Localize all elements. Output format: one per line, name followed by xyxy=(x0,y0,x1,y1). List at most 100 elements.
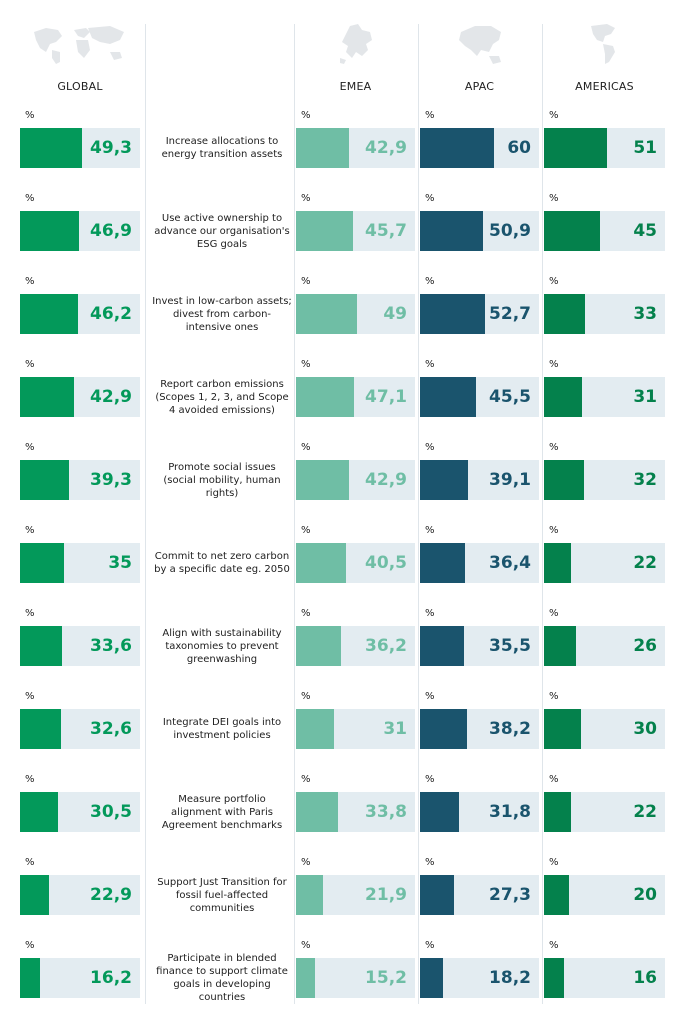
bar-americas xyxy=(544,958,564,998)
bar-americas xyxy=(544,128,607,168)
bar-apac xyxy=(420,626,464,666)
data-label: 16,2 xyxy=(90,968,132,988)
data-label: 50,9 xyxy=(489,221,531,241)
category-label: Align with sustainability taxonomies to … xyxy=(162,627,282,665)
divider xyxy=(294,24,295,1004)
bar-apac xyxy=(420,958,443,998)
unit-label: % xyxy=(301,525,311,536)
data-label: 16 xyxy=(633,968,657,988)
category-label: Increase allocations to energy transitio… xyxy=(161,136,283,160)
data-label: 26 xyxy=(633,636,657,656)
bar-track xyxy=(544,958,665,998)
data-label: 51 xyxy=(633,138,657,158)
data-label: 38,2 xyxy=(489,719,531,739)
unit-label: % xyxy=(25,691,35,702)
data-label: 30,5 xyxy=(90,802,132,822)
europe-map-icon xyxy=(336,22,376,66)
data-label: 27,3 xyxy=(489,885,531,905)
data-label: 21,9 xyxy=(365,885,407,905)
unit-label: % xyxy=(425,691,435,702)
bar-emea xyxy=(296,294,357,334)
bar-emea xyxy=(296,377,354,417)
unit-label: % xyxy=(549,442,559,453)
bar-global xyxy=(20,377,74,417)
bar-americas xyxy=(544,211,600,251)
data-label: 42,9 xyxy=(90,387,132,407)
data-label: 40,5 xyxy=(365,553,407,573)
data-label: 22,9 xyxy=(90,885,132,905)
data-label: 42,9 xyxy=(365,470,407,490)
bar-track xyxy=(20,958,140,998)
unit-label: % xyxy=(549,359,559,370)
data-label: 49,3 xyxy=(90,138,132,158)
divider xyxy=(542,24,543,1004)
bar-global xyxy=(20,792,58,832)
bar-global xyxy=(20,875,49,915)
unit-label: % xyxy=(425,110,435,121)
data-label: 52,7 xyxy=(489,304,531,324)
unit-label: % xyxy=(301,110,311,121)
divider xyxy=(418,24,419,1004)
unit-label: % xyxy=(25,193,35,204)
unit-label: % xyxy=(425,525,435,536)
category-label: Report carbon emissions (Scopes 1, 2, 3,… xyxy=(155,378,289,416)
data-label: 31,8 xyxy=(489,802,531,822)
column-header-americas: AMERICAS xyxy=(575,80,634,93)
unit-label: % xyxy=(549,608,559,619)
unit-label: % xyxy=(549,691,559,702)
unit-label: % xyxy=(425,940,435,951)
data-label: 30 xyxy=(633,719,657,739)
bar-apac xyxy=(420,211,483,251)
data-label: 35 xyxy=(108,553,132,573)
category-label: Promote social issues (social mobility, … xyxy=(163,461,281,499)
bar-emea xyxy=(296,543,346,583)
unit-label: % xyxy=(425,857,435,868)
unit-label: % xyxy=(301,691,311,702)
divider xyxy=(145,24,146,1004)
unit-label: % xyxy=(25,110,35,121)
bar-global xyxy=(20,211,79,251)
unit-label: % xyxy=(549,276,559,287)
unit-label: % xyxy=(25,608,35,619)
unit-label: % xyxy=(301,608,311,619)
unit-label: % xyxy=(549,193,559,204)
bar-apac xyxy=(420,792,459,832)
bar-americas xyxy=(544,875,569,915)
data-label: 36,4 xyxy=(489,553,531,573)
data-label: 33,6 xyxy=(90,636,132,656)
data-label: 49 xyxy=(383,304,407,324)
data-label: 60 xyxy=(507,138,531,158)
bar-emea xyxy=(296,709,334,749)
unit-label: % xyxy=(549,940,559,951)
data-label: 39,1 xyxy=(489,470,531,490)
bar-americas xyxy=(544,377,582,417)
unit-label: % xyxy=(301,940,311,951)
bar-americas xyxy=(544,294,585,334)
data-label: 33 xyxy=(633,304,657,324)
bar-global xyxy=(20,128,82,168)
unit-label: % xyxy=(25,774,35,785)
data-label: 39,3 xyxy=(90,470,132,490)
unit-label: % xyxy=(549,525,559,536)
unit-label: % xyxy=(25,276,35,287)
unit-label: % xyxy=(549,857,559,868)
data-label: 46,9 xyxy=(90,221,132,241)
column-header-global: GLOBAL xyxy=(57,80,103,93)
data-label: 20 xyxy=(633,885,657,905)
category-label: Commit to net zero carbon by a specific … xyxy=(154,551,290,575)
data-label: 32 xyxy=(633,470,657,490)
bar-americas xyxy=(544,792,571,832)
bar-apac xyxy=(420,709,467,749)
data-label: 15,2 xyxy=(365,968,407,988)
bar-americas xyxy=(544,626,576,666)
bar-emea xyxy=(296,460,349,500)
bar-apac xyxy=(420,875,454,915)
unit-label: % xyxy=(549,774,559,785)
category-label: Participate in blended finance to suppor… xyxy=(156,953,288,1003)
bar-apac xyxy=(420,543,465,583)
data-label: 31 xyxy=(383,719,407,739)
americas-map-icon xyxy=(585,22,625,66)
bar-emea xyxy=(296,211,353,251)
bar-global xyxy=(20,294,78,334)
